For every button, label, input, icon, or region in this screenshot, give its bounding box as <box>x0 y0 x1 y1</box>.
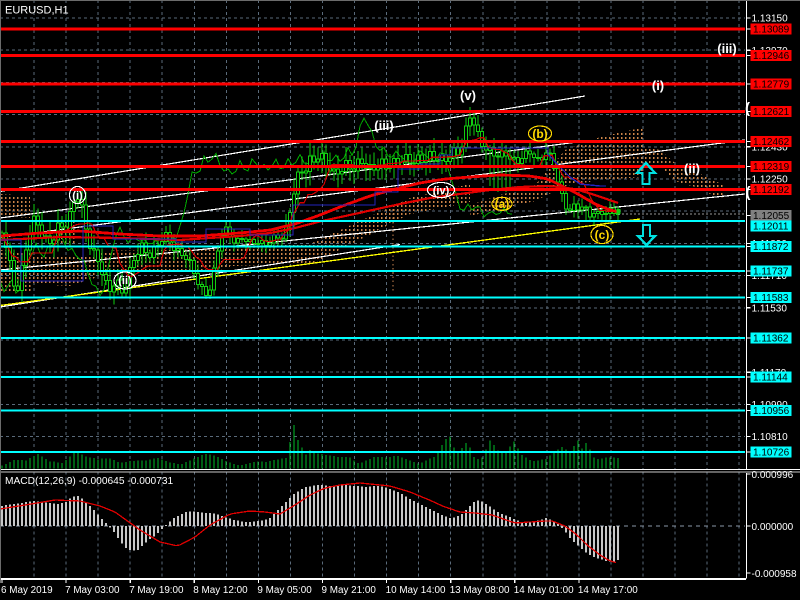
svg-text:1.11872: 1.11872 <box>753 242 789 253</box>
svg-text:1.13150: 1.13150 <box>752 14 789 25</box>
svg-text:0.000996: 0.000996 <box>752 470 794 481</box>
svg-text:1.13089: 1.13089 <box>753 25 790 36</box>
svg-text:(v): (v) <box>460 88 476 103</box>
svg-text:(iii): (iii) <box>374 118 394 133</box>
svg-text:(c): (c) <box>595 228 610 242</box>
svg-text:1.12430: 1.12430 <box>752 142 789 153</box>
svg-text:1.12319: 1.12319 <box>753 162 790 173</box>
svg-text:7 May 19:00: 7 May 19:00 <box>129 585 184 596</box>
svg-text:(ii): (ii) <box>684 161 700 176</box>
svg-text:1.11530: 1.11530 <box>752 303 788 314</box>
svg-text:9 May 21:00: 9 May 21:00 <box>322 585 377 596</box>
svg-text:(i): (i) <box>72 190 83 202</box>
svg-text:1.11737: 1.11737 <box>753 267 789 278</box>
svg-text:1.12250: 1.12250 <box>752 175 789 186</box>
svg-text:0.000000: 0.000000 <box>752 522 794 533</box>
svg-text:1.12779: 1.12779 <box>753 80 790 91</box>
svg-text:14 May 01:00: 14 May 01:00 <box>514 585 574 596</box>
svg-text:7 May 03:00: 7 May 03:00 <box>65 585 120 596</box>
svg-text:EURUSD,H1: EURUSD,H1 <box>5 5 69 17</box>
svg-text:1.12192: 1.12192 <box>753 185 790 196</box>
svg-text:1.11362: 1.11362 <box>753 334 789 345</box>
svg-text:(i): (i) <box>652 78 664 93</box>
svg-text:(iii): (iii) <box>717 41 737 56</box>
svg-text:6 May 2019: 6 May 2019 <box>1 585 53 596</box>
svg-text:1.10810: 1.10810 <box>752 432 789 443</box>
svg-text:1.12055: 1.12055 <box>753 211 790 222</box>
svg-text:(b): (b) <box>532 127 547 141</box>
svg-text:(a): (a) <box>495 197 510 211</box>
svg-text:9 May 05:00: 9 May 05:00 <box>257 585 312 596</box>
svg-text:1.10726: 1.10726 <box>753 448 790 459</box>
svg-text:1.12946: 1.12946 <box>753 51 790 62</box>
svg-text:1.10956: 1.10956 <box>753 406 790 417</box>
svg-text:13 May 08:00: 13 May 08:00 <box>450 585 510 596</box>
svg-text:-0.000958: -0.000958 <box>752 569 797 580</box>
svg-text:10 May 14:00: 10 May 14:00 <box>386 585 446 596</box>
svg-text:(iv): (iv) <box>433 185 450 197</box>
svg-text:14 May 17:00: 14 May 17:00 <box>578 585 638 596</box>
svg-text:1.11583: 1.11583 <box>753 293 789 304</box>
svg-text:1.12011: 1.12011 <box>753 222 789 233</box>
svg-text:MACD(12,26,9) -0.000645 -0.000: MACD(12,26,9) -0.000645 -0.000731 <box>5 476 174 487</box>
svg-text:1.11710: 1.11710 <box>752 271 788 282</box>
svg-text:8 May 12:00: 8 May 12:00 <box>193 585 248 596</box>
svg-text:(: ( <box>746 184 751 201</box>
svg-text:1.12462: 1.12462 <box>753 137 790 148</box>
svg-text:1.11144: 1.11144 <box>753 373 788 384</box>
svg-text:1.12621: 1.12621 <box>753 107 790 118</box>
svg-text:(ii): (ii) <box>118 275 132 287</box>
svg-text:(: ( <box>745 100 750 117</box>
